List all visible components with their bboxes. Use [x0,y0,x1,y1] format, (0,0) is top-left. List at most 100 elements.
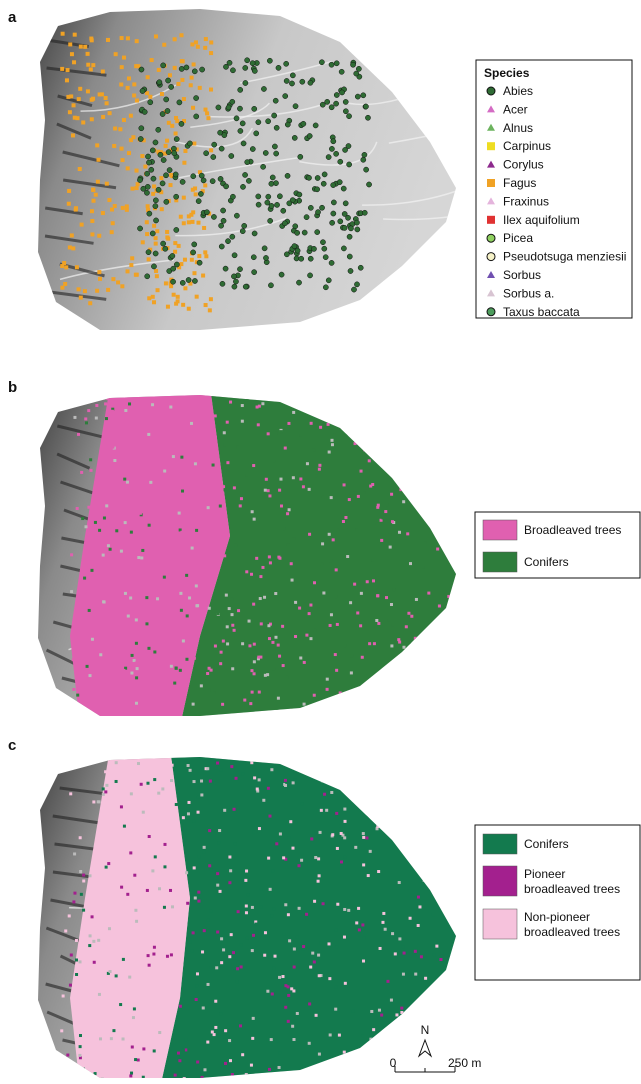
pixel [183,930,187,934]
pixel [82,879,86,883]
pixel [204,767,208,771]
point [177,265,182,270]
pixel [339,824,343,828]
pixel [105,549,109,553]
pixel [134,1058,138,1062]
point [179,280,186,286]
pixel [284,984,288,988]
gully [44,234,94,245]
pixel [415,713,419,716]
pixel [327,942,331,946]
point [185,277,192,283]
pixel [357,928,361,932]
pixel [245,869,249,873]
pixel [152,806,156,810]
pixel [213,414,217,418]
point [174,261,180,268]
point [72,60,77,65]
pixel [145,530,149,534]
pixel [418,839,422,843]
pixel [151,403,155,407]
pixel [413,949,417,953]
pixel [394,1026,398,1030]
pixel [279,477,283,481]
pixel [383,693,387,697]
pixel [187,460,191,464]
pixel [390,492,394,496]
pixel [271,640,275,644]
point [294,230,301,236]
point [93,192,98,197]
point [91,187,96,192]
pixel [105,680,109,684]
point [146,208,151,213]
pixel [435,944,439,948]
legend-label: Broadleaved trees [524,523,621,537]
gully [62,178,117,190]
point [78,86,83,91]
pixel [173,681,177,685]
pixel [169,405,173,409]
point [172,37,177,42]
pixel [363,448,367,452]
point [178,66,185,72]
pixel [128,410,132,414]
point [341,225,348,231]
pixel [292,1038,296,1042]
pixel [408,641,412,645]
pixel [252,660,256,664]
pixel [115,661,119,665]
pixel [169,664,173,668]
pixel [257,655,261,659]
pixel [422,634,426,638]
pixel [102,582,106,586]
point [196,220,201,225]
pixel [361,420,365,424]
legend-symbol [487,160,495,168]
point [153,236,158,241]
point [190,42,195,47]
pixel [266,432,270,436]
pixel [95,850,99,854]
pixel [234,776,238,780]
point [81,120,86,125]
pixel [207,606,211,610]
point [296,191,303,198]
point [211,141,218,148]
pixel [389,998,393,1002]
pixel [275,707,279,711]
pixel [92,800,96,804]
pixel [244,911,248,915]
pixel [196,810,200,814]
pixel [329,496,333,500]
pixel [72,687,76,691]
point [166,120,171,125]
pixel [163,469,167,473]
pixel [381,516,385,520]
pixel [241,1053,245,1057]
pixel [334,1007,338,1011]
pixel [232,628,236,632]
pixel [433,707,437,711]
pixel [181,816,185,820]
point [198,172,205,179]
pixel [226,461,230,465]
pixel [354,845,358,849]
pixel [219,616,223,620]
point [297,154,304,160]
pixel [180,530,184,534]
pixel [330,790,334,794]
pixel [347,908,351,912]
point [78,44,83,49]
pixel [229,933,233,937]
point [112,204,117,209]
pixel [266,786,270,790]
point [155,186,162,193]
pixel [141,1075,145,1078]
ridge [362,188,456,206]
point [150,294,155,299]
pixel [365,580,369,584]
point [206,116,211,121]
ridge [175,217,287,237]
pixel [87,608,91,612]
